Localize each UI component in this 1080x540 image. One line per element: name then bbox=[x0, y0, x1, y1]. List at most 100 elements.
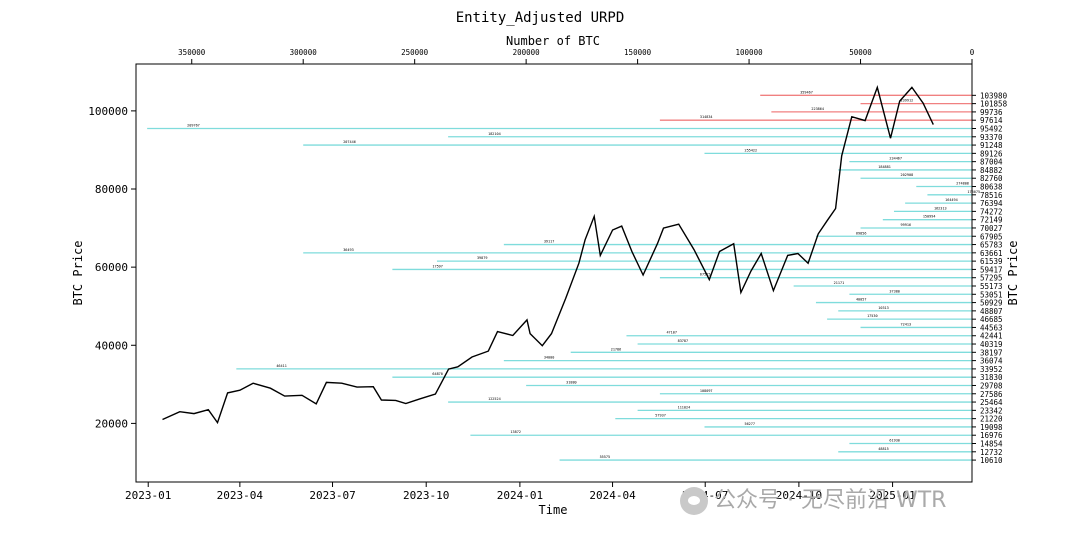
bar-annotation: 36493 bbox=[343, 248, 354, 252]
bar-annotation: 72413 bbox=[901, 322, 912, 326]
bar-annotation: 40057 bbox=[856, 298, 867, 302]
bucket-tick-label: 38197 bbox=[980, 348, 1003, 357]
bucket-tick-label: 78516 bbox=[980, 191, 1003, 200]
bar-annotation: 64870 bbox=[432, 372, 443, 376]
top-tick-label: 50000 bbox=[849, 48, 872, 57]
bar-annotation: 21171 bbox=[834, 281, 845, 285]
bar-annotation: 17597 bbox=[432, 264, 443, 268]
top-tick-label: 100000 bbox=[736, 48, 764, 57]
bar-annotation: 162313 bbox=[934, 206, 947, 210]
x-tick-label: 2024-04 bbox=[589, 489, 636, 502]
y-tick-label: 80000 bbox=[95, 183, 128, 196]
bar-annotation: 10313 bbox=[878, 306, 889, 310]
x-tick-label: 2025-01 bbox=[869, 489, 915, 502]
x-tick-label: 2023-10 bbox=[403, 489, 449, 502]
bucket-tick-label: 46685 bbox=[980, 315, 1003, 324]
bar-annotation: 99916 bbox=[901, 223, 912, 227]
bar-annotation: 47107 bbox=[666, 331, 677, 335]
watermark-text: 公众号 · 无尽前沿 WTR bbox=[714, 488, 947, 513]
y-tick-label: 40000 bbox=[95, 339, 128, 352]
bucket-tick-label: 72149 bbox=[980, 216, 1003, 225]
bucket-tick-label: 63661 bbox=[980, 249, 1003, 258]
y-axis-label-right: BTC Price bbox=[1006, 240, 1020, 305]
bar-annotation: 57937 bbox=[655, 414, 666, 418]
bucket-tick-label: 23342 bbox=[980, 406, 1003, 415]
top-tick-label: 150000 bbox=[624, 48, 652, 57]
bar-annotation: 255422 bbox=[744, 148, 757, 152]
bar-annotation: 209767 bbox=[187, 123, 200, 127]
bucket-tick-label: 76394 bbox=[980, 199, 1003, 208]
y-tick-label: 20000 bbox=[95, 417, 128, 430]
bucket-tick-label: 44563 bbox=[980, 323, 1003, 332]
bucket-tick-label: 53051 bbox=[980, 290, 1003, 299]
bar-annotation: 55575 bbox=[600, 455, 611, 459]
bucket-tick-label: 50929 bbox=[980, 299, 1003, 308]
bar-annotation: 223864 bbox=[811, 107, 824, 111]
bucket-tick-label: 103980 bbox=[980, 91, 1008, 100]
bucket-tick-label: 87004 bbox=[980, 158, 1003, 167]
bar-annotation: 61930 bbox=[889, 439, 900, 443]
x-axis-label: Time bbox=[539, 503, 568, 517]
bar-annotation: 83787 bbox=[678, 339, 689, 343]
bucket-tick-label: 74272 bbox=[980, 207, 1003, 216]
left-y-axis: 20000 40000 60000 80000 100000 bbox=[88, 105, 136, 430]
bar-annotation: 182104 bbox=[488, 132, 501, 136]
bucket-tick-label: 101858 bbox=[980, 100, 1008, 109]
top-tick-label: 200000 bbox=[513, 48, 541, 57]
top-tick-label: 350000 bbox=[178, 48, 206, 57]
bucket-tick-label: 16976 bbox=[980, 431, 1003, 440]
btc-count-axis: 350000 300000 250000 200000 150000 100000 5000… bbox=[178, 48, 975, 64]
bucket-tick-label: 10610 bbox=[980, 456, 1003, 465]
bucket-tick-label: 84882 bbox=[980, 166, 1003, 175]
bucket-tick-label: 59417 bbox=[980, 265, 1003, 274]
chart-title: Entity_Adjusted URPD bbox=[456, 10, 625, 26]
y-tick-label: 100000 bbox=[88, 105, 128, 118]
bucket-tick-label: 14854 bbox=[980, 440, 1003, 449]
x-tick-label: 2024-10 bbox=[776, 489, 822, 502]
bucket-tick-label: 36074 bbox=[980, 357, 1003, 366]
price-line bbox=[162, 85, 934, 425]
bar-annotation: 13872 bbox=[510, 430, 521, 434]
bar-annotation: 122524 bbox=[488, 397, 501, 401]
bar-annotation: 184881 bbox=[878, 165, 891, 169]
bar-annotation: 31880 bbox=[566, 380, 577, 384]
bar-annotation: 111024 bbox=[678, 405, 691, 409]
bar-annotation: 202908 bbox=[901, 173, 914, 177]
bucket-tick-label: 70027 bbox=[980, 224, 1003, 233]
watermark: 公众号 · 无尽前沿 WTR bbox=[680, 482, 946, 515]
bar-annotation: 46411 bbox=[276, 364, 287, 368]
bar-annotation: 69856 bbox=[856, 231, 867, 235]
top-axis-label: Number of BTC bbox=[506, 34, 600, 48]
time-axis: 2023-01 2023-04 2023-07 2023-10 2024-01 2024-… bbox=[125, 482, 916, 502]
x-tick-label: 2023-07 bbox=[309, 489, 355, 502]
bucket-tick-label: 12732 bbox=[980, 448, 1003, 457]
bucket-tick-label: 65783 bbox=[980, 241, 1003, 250]
bar-annotation: 39117 bbox=[544, 240, 555, 244]
top-tick-label: 0 bbox=[970, 48, 975, 57]
bar-annotation: 67525 bbox=[700, 273, 711, 277]
bar-annotation: 274808 bbox=[956, 182, 969, 186]
bar-annotation: 34000 bbox=[544, 356, 555, 360]
bar-annotation: 37380 bbox=[889, 289, 900, 293]
bucket-tick-label: 29708 bbox=[980, 381, 1003, 390]
bar-annotation: 150994 bbox=[923, 215, 936, 219]
right-y-axis: 1039801018589973697614954929337091248891… bbox=[972, 91, 1008, 465]
x-tick-label: 2023-01 bbox=[125, 489, 171, 502]
bar-annotation: 314834 bbox=[700, 115, 713, 119]
bucket-tick-label: 55173 bbox=[980, 282, 1003, 291]
bucket-tick-label: 27586 bbox=[980, 390, 1003, 399]
bucket-tick-label: 97614 bbox=[980, 116, 1003, 125]
urpd-bars bbox=[147, 94, 972, 461]
bucket-tick-label: 21220 bbox=[980, 415, 1003, 424]
bucket-tick-label: 89126 bbox=[980, 149, 1003, 158]
bucket-tick-label: 57295 bbox=[980, 274, 1003, 283]
x-tick-label: 2023-04 bbox=[217, 489, 264, 502]
bucket-tick-label: 95492 bbox=[980, 124, 1003, 133]
bucket-tick-label: 93370 bbox=[980, 133, 1003, 142]
bar-annotation: 234467 bbox=[889, 157, 902, 161]
bucket-tick-label: 25464 bbox=[980, 398, 1003, 407]
bucket-tick-label: 33952 bbox=[980, 365, 1003, 374]
bucket-tick-label: 61539 bbox=[980, 257, 1003, 266]
bucket-tick-label: 31830 bbox=[980, 373, 1003, 382]
